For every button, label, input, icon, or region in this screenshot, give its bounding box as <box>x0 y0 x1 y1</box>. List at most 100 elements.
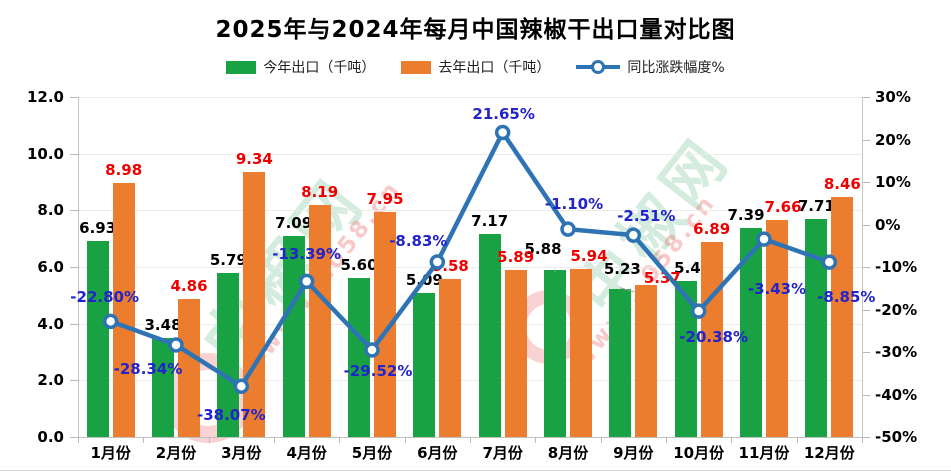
x-axis-category-label: 1月份 <box>90 444 131 462</box>
bar-value-label: 7.71 <box>797 196 835 215</box>
x-axis-category-label: 4月份 <box>286 444 327 462</box>
legend-label-this-year: 今年出口（千吨） <box>263 60 376 76</box>
x-axis-tick <box>862 437 863 443</box>
h-gridline <box>78 153 862 155</box>
right-axis-tick-label: -50% <box>875 428 918 446</box>
bar-last-year <box>766 219 788 437</box>
bar-this-year <box>152 338 174 437</box>
bar-value-label: 7.17 <box>471 211 509 230</box>
yoy-line-marker <box>625 227 642 243</box>
yoy-percent-label: -38.07% <box>196 406 266 425</box>
left-axis-tick <box>70 323 78 325</box>
x-axis-category-label: 5月份 <box>351 444 393 462</box>
bar-value-label: 9.34 <box>235 150 273 169</box>
bar-this-year <box>348 278 370 437</box>
legend-item-last-year: 去年出口（千吨） <box>401 57 550 77</box>
left-axis-tick-label: 0.0 <box>37 428 64 446</box>
bar-this-year <box>86 240 109 437</box>
x-axis-category-label: 10月份 <box>673 444 725 462</box>
yoy-percent-label: -22.80% <box>70 288 140 307</box>
left-axis-tick <box>70 267 78 268</box>
right-axis-tick-label: 30% <box>875 88 911 106</box>
bar-last-year <box>635 284 658 437</box>
bar-last-year <box>504 270 527 437</box>
bar-this-year <box>413 292 436 437</box>
bar-value-label: 7.66 <box>764 197 802 216</box>
right-axis-tick-label: 0% <box>875 215 901 234</box>
h-gridline <box>78 97 862 98</box>
right-axis-tick-label: 20% <box>875 130 911 149</box>
yoy-percent-label: -8.83% <box>389 232 448 251</box>
x-axis-tick <box>274 437 275 443</box>
legend: 今年出口（千吨） 去年出口（千吨） 同比涨跌幅度% <box>0 57 951 77</box>
right-axis-tick-label: -40% <box>875 385 918 404</box>
bar-value-label: 7.95 <box>366 189 404 208</box>
right-axis-tick <box>862 139 870 141</box>
yoy-percent-label: -2.51% <box>617 207 676 226</box>
x-axis-category-label: 11月份 <box>738 444 790 462</box>
yoy-line-marker <box>560 221 576 237</box>
bar-value-label: 5.79 <box>209 250 247 269</box>
bar-value-label: 3.48 <box>144 316 182 335</box>
yoy-line-marker <box>494 124 511 141</box>
right-axis-line <box>862 97 863 437</box>
legend-item-yoy: 同比涨跌幅度% <box>576 57 725 77</box>
x-axis-category-label: 8月份 <box>547 444 589 462</box>
yoy-percent-label: -1.10% <box>544 195 604 214</box>
x-axis-tick <box>731 437 733 443</box>
left-axis-tick-label: 12.0 <box>26 88 64 106</box>
right-axis-tick <box>862 352 870 353</box>
yoy-percent-label: -28.34% <box>113 359 183 378</box>
yoy-percent-label: -13.39% <box>272 245 342 264</box>
right-axis-tick-label: -10% <box>875 258 918 276</box>
x-axis-category-label: 7月份 <box>482 444 523 462</box>
x-axis-tick <box>470 437 471 443</box>
bottom-divider <box>0 470 951 471</box>
bar-value-label: 5.23 <box>603 259 641 278</box>
this-year-bar-swatch-icon <box>226 60 257 74</box>
bar-this-year <box>805 218 828 437</box>
bar-value-label: 5.37 <box>643 268 681 287</box>
bar-this-year <box>282 236 305 437</box>
right-axis-tick-label: -30% <box>875 343 918 361</box>
bar-value-label: 7.09 <box>275 214 313 233</box>
bar-this-year <box>544 270 566 437</box>
bar-value-label: 8.98 <box>105 160 143 179</box>
right-axis-tick-label: -20% <box>875 300 918 319</box>
legend-item-this-year: 今年出口（千吨） <box>226 57 375 77</box>
x-axis-tick <box>208 437 210 443</box>
bar-this-year <box>674 281 697 437</box>
x-axis-tick <box>78 437 79 443</box>
right-axis-tick <box>862 182 870 183</box>
yoy-percent-label: -8.85% <box>817 288 876 307</box>
right-axis-tick <box>862 309 870 311</box>
yoy-percent-label: -3.43% <box>747 280 807 299</box>
x-axis-category-label: 3月份 <box>221 444 262 462</box>
bar-value-label: 8.46 <box>823 175 861 194</box>
bar-last-year <box>831 197 854 437</box>
legend-label-last-year: 去年出口（千吨） <box>438 60 551 76</box>
left-axis-line <box>78 97 79 437</box>
legend-label-yoy: 同比涨跌幅度% <box>627 60 725 76</box>
x-axis-category-label: 2月份 <box>155 444 197 462</box>
last-year-bar-swatch-icon <box>401 60 432 74</box>
x-axis-tick <box>666 437 667 443</box>
bar-this-year <box>609 288 632 437</box>
left-axis-tick-label: 10.0 <box>26 144 64 163</box>
left-axis-tick <box>70 380 78 382</box>
bar-last-year <box>570 268 592 437</box>
bar-last-year <box>112 182 135 437</box>
yoy-percent-label: -20.38% <box>679 328 749 347</box>
x-axis-tick <box>600 437 602 443</box>
chart-title: 2025年与2024年每月中国辣椒干出口量对比图 <box>215 17 736 43</box>
bar-value-label: 5.60 <box>340 256 378 275</box>
bar-last-year <box>308 204 331 437</box>
x-axis-tick <box>143 437 145 443</box>
right-axis-tick <box>862 437 870 438</box>
right-axis-tick <box>862 97 870 98</box>
left-axis-tick-label: 6.0 <box>37 258 64 276</box>
bar-last-year <box>243 172 266 437</box>
right-axis-tick-label: 10% <box>875 173 911 191</box>
bar-value-label: 7.39 <box>727 205 765 224</box>
